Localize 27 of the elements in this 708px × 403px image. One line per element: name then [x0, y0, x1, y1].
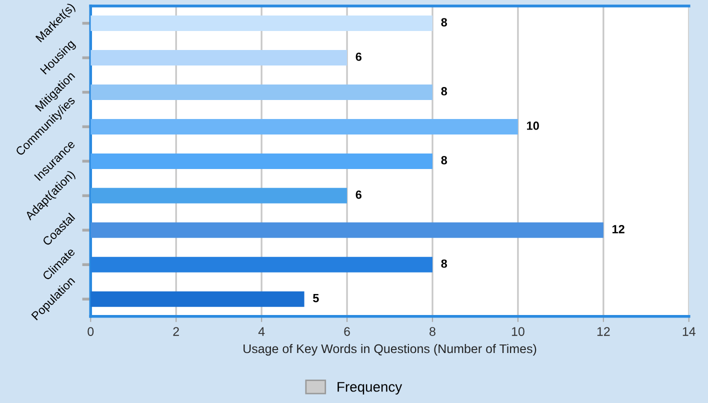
data-label: 6 [356, 52, 362, 61]
x-tick-label: 10 [512, 327, 524, 336]
data-label: 5 [312, 294, 319, 302]
data-label: 10 [527, 122, 539, 130]
bar [90, 188, 348, 204]
data-label: 8 [441, 87, 448, 96]
x-tick-label: 0 [88, 327, 94, 336]
bar [90, 222, 604, 238]
bar [90, 118, 518, 134]
x-tick-label: 2 [173, 327, 179, 336]
bar [90, 84, 432, 100]
bar [90, 16, 432, 32]
bar [90, 291, 304, 307]
data-label: 8 [441, 156, 448, 164]
x-tick-label: 6 [344, 327, 350, 336]
bar [90, 50, 348, 66]
x-tick-label: 4 [258, 327, 265, 336]
x-tick-label: 14 [682, 327, 696, 336]
data-label: 8 [441, 18, 448, 26]
x-axis-title: Usage of Key Words in Questions (Number of Times) [244, 344, 536, 356]
data-label: 8 [441, 259, 448, 268]
x-tick-label: 12 [597, 327, 610, 336]
text: Frequency [338, 382, 402, 395]
x-tick-label: 8 [430, 327, 436, 336]
bar [90, 153, 432, 169]
data-label: 6 [356, 190, 362, 199]
data-label: 12 [612, 224, 624, 234]
